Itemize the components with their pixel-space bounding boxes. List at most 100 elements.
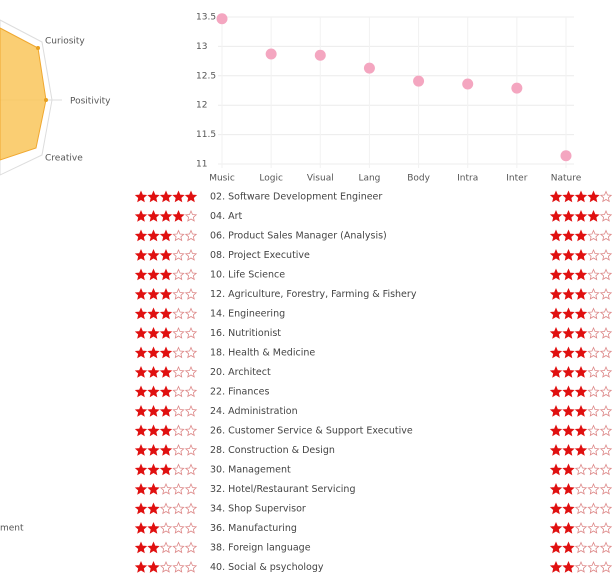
career-label: 02. Software Development Engineer <box>210 192 382 203</box>
star-rating <box>549 385 613 398</box>
star <box>184 424 198 437</box>
star <box>159 482 173 495</box>
star <box>147 209 160 222</box>
star-rating <box>549 424 613 437</box>
career-label: 40. Social & psychology <box>210 562 324 573</box>
star <box>562 404 575 417</box>
star <box>159 346 173 359</box>
star <box>159 404 173 417</box>
star-rating <box>134 502 198 515</box>
star <box>599 424 613 437</box>
star-rating <box>549 502 613 515</box>
star <box>562 287 575 300</box>
star <box>134 248 148 261</box>
x-tick-label: Logic <box>259 174 283 184</box>
career-label: 10. Life Science <box>210 270 285 281</box>
star-rating <box>549 229 613 242</box>
star <box>147 502 160 515</box>
star <box>549 287 563 300</box>
radar-area <box>0 27 47 161</box>
point <box>216 13 228 25</box>
star <box>549 229 563 242</box>
star <box>184 443 198 456</box>
y-tick-label: 11.5 <box>196 130 216 140</box>
star <box>587 521 600 534</box>
star <box>159 502 173 515</box>
star <box>574 521 588 534</box>
star <box>574 482 588 495</box>
star <box>587 248 600 261</box>
star <box>574 424 588 437</box>
point <box>363 62 375 74</box>
star-rating <box>134 541 198 554</box>
star <box>159 443 173 456</box>
star <box>159 365 173 378</box>
star-rating <box>549 541 613 554</box>
star <box>562 560 575 573</box>
radar-label: Creative <box>45 154 83 164</box>
star <box>587 287 600 300</box>
star <box>549 248 563 261</box>
star <box>574 365 588 378</box>
star <box>549 307 563 320</box>
star <box>134 560 148 573</box>
career-label: 24. Administration <box>210 406 298 417</box>
star-rating <box>549 560 613 573</box>
star <box>574 502 588 515</box>
y-tick-label: 12.5 <box>196 71 216 81</box>
star-rating <box>134 424 198 437</box>
star <box>184 365 198 378</box>
star <box>574 248 588 261</box>
career-label: 04. Art <box>210 211 243 222</box>
star <box>159 229 173 242</box>
star <box>147 190 160 203</box>
star <box>562 463 575 476</box>
y-tick-label: 12 <box>196 101 207 111</box>
star <box>172 268 185 281</box>
star <box>159 287 173 300</box>
star-rating <box>134 346 198 359</box>
star <box>184 209 198 222</box>
star <box>147 248 160 261</box>
star <box>574 404 588 417</box>
star <box>184 229 198 242</box>
star <box>184 385 198 398</box>
star <box>184 404 198 417</box>
star <box>574 326 588 339</box>
star <box>184 268 198 281</box>
star <box>134 346 148 359</box>
star <box>159 463 173 476</box>
star <box>574 209 588 222</box>
star <box>574 307 588 320</box>
star <box>147 424 160 437</box>
star <box>147 268 160 281</box>
star-rating <box>134 209 198 222</box>
star <box>574 385 588 398</box>
star-rating <box>549 190 613 203</box>
star <box>184 502 198 515</box>
star <box>172 365 185 378</box>
career-label: 32. Hotel/Restaurant Servicing <box>210 484 355 495</box>
star <box>172 287 185 300</box>
star <box>562 424 575 437</box>
star <box>134 190 148 203</box>
star <box>172 404 185 417</box>
star <box>184 326 198 339</box>
star <box>562 502 575 515</box>
star <box>549 482 563 495</box>
star <box>172 229 185 242</box>
career-label: 26. Customer Service & Support Executive <box>210 426 413 437</box>
career-label: 28. Construction & Design <box>210 445 335 456</box>
star <box>134 463 148 476</box>
star <box>549 463 563 476</box>
star <box>159 385 173 398</box>
star <box>549 209 563 222</box>
star-rating <box>134 307 198 320</box>
x-tick-label: Body <box>407 174 430 184</box>
star-rating <box>134 560 198 573</box>
star <box>549 502 563 515</box>
radar-label: Positivity <box>70 97 111 107</box>
x-tick-label: Lang <box>358 174 380 184</box>
star <box>147 541 160 554</box>
